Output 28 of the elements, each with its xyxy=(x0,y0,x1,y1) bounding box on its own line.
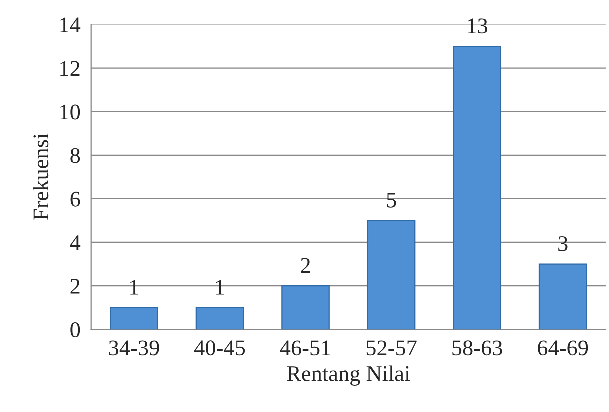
y-tick-label: 2 xyxy=(70,279,80,294)
data-label: 13 xyxy=(468,18,488,34)
bar xyxy=(110,307,158,330)
x-tick-label: 34-39 xyxy=(109,340,160,356)
y-axis-title: Frekuensi xyxy=(33,134,49,220)
data-label: 3 xyxy=(558,236,568,252)
x-tick-label: 46-51 xyxy=(280,340,330,356)
bar xyxy=(282,285,330,330)
data-label: 1 xyxy=(130,280,138,295)
y-tick-label: 12 xyxy=(60,61,80,76)
x-tick-label: 40-45 xyxy=(194,340,246,356)
bar xyxy=(367,220,416,330)
x-tick-label: 64-69 xyxy=(538,340,588,356)
bar xyxy=(196,307,244,330)
x-tick-label: 52-57 xyxy=(366,340,417,356)
bar xyxy=(538,264,588,330)
y-tick-label: 8 xyxy=(70,148,80,164)
y-tick-label: 0 xyxy=(70,322,80,338)
data-label: 2 xyxy=(301,258,310,273)
data-label: 1 xyxy=(216,280,224,295)
bar xyxy=(453,46,502,330)
x-tick-label: 58-63 xyxy=(452,340,502,356)
y-tick-label: 10 xyxy=(60,104,80,120)
y-tick-label: 6 xyxy=(70,192,80,207)
y-tick-label: 4 xyxy=(70,236,81,250)
y-tick-label: 14 xyxy=(60,18,81,32)
x-axis-title: Rentang Nilai xyxy=(287,366,410,386)
data-label: 5 xyxy=(387,193,396,208)
